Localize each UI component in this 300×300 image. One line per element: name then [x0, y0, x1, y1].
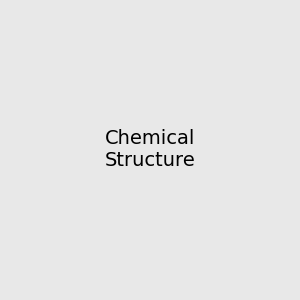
- Text: Chemical
Structure: Chemical Structure: [105, 130, 195, 170]
